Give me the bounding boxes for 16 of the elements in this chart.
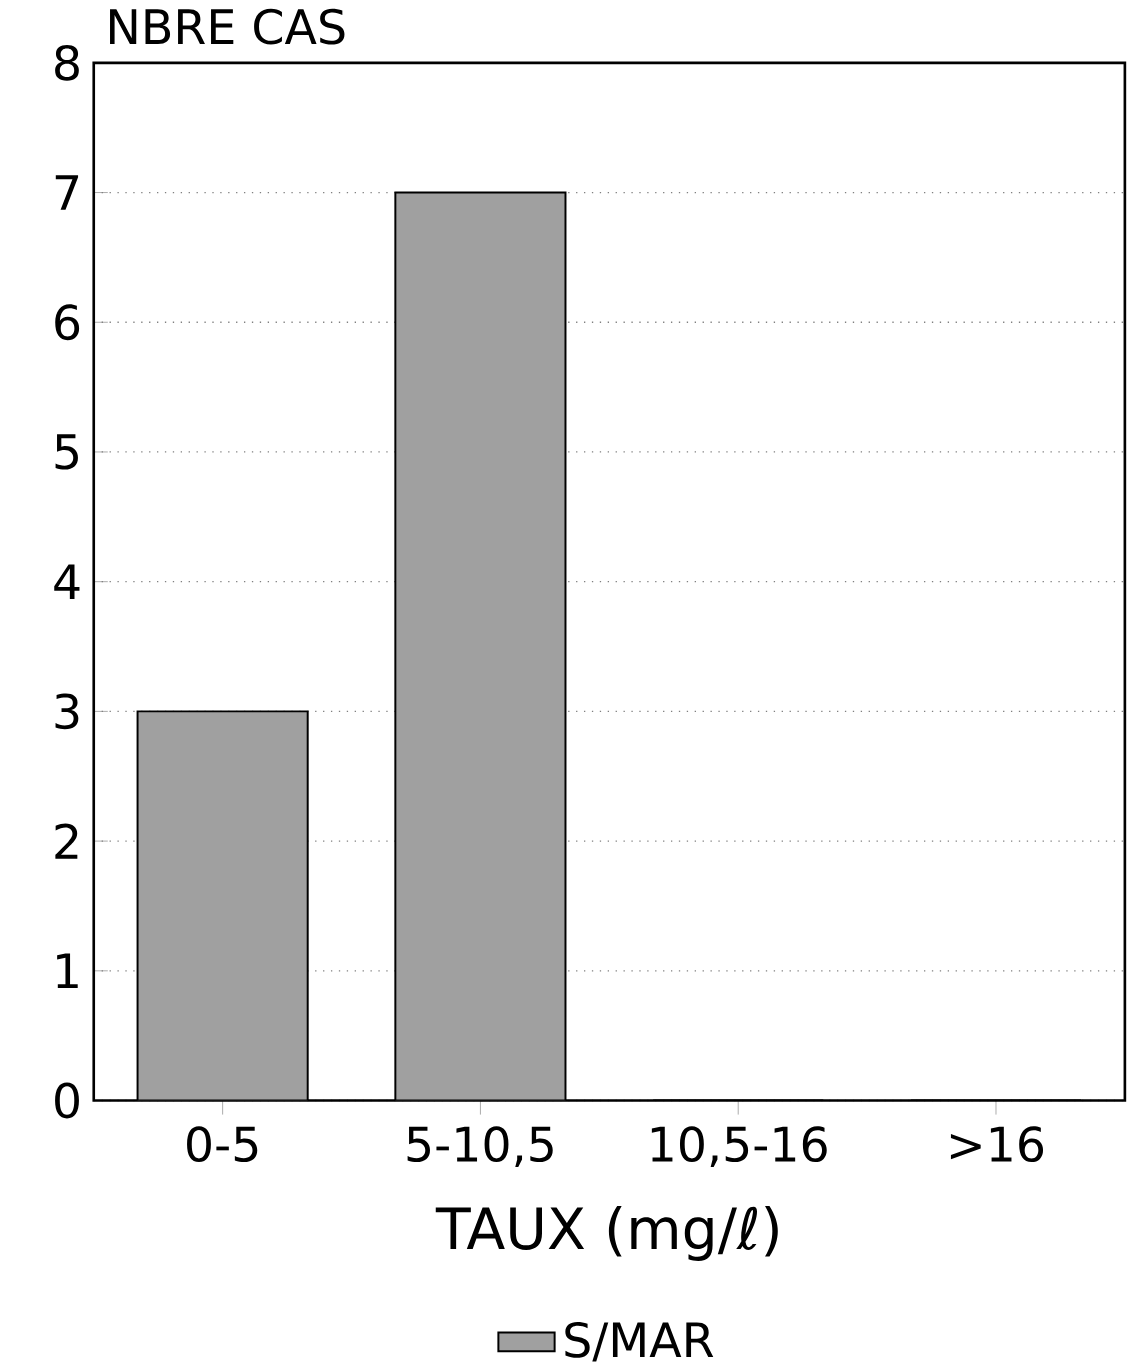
y-tick-label: 8: [55, 44, 80, 81]
legend-label: S/MAR: [565, 1321, 714, 1362]
y-tick-label: 4: [54, 564, 80, 599]
y-tick-label: 1: [57, 953, 78, 989]
x-axis-title: TAUX (mg/ℓ): [435, 1205, 778, 1261]
x-tick-label: 0-5: [187, 1126, 258, 1163]
y-tick-label: 0: [55, 1082, 80, 1119]
y-axis-title: NBRE CAS: [110, 8, 345, 45]
y-tick-label: 7: [55, 175, 79, 210]
y-tick-label: 5: [55, 434, 79, 470]
x-tick-label: 10,5-16: [652, 1126, 827, 1167]
x-tick-label: 5-10,5: [407, 1126, 553, 1167]
y-tick-label: 6: [55, 304, 80, 341]
y-tick-label: 3: [55, 693, 79, 730]
y-tick-label: 2: [55, 823, 78, 859]
x-tick-label: >16: [951, 1126, 1044, 1163]
